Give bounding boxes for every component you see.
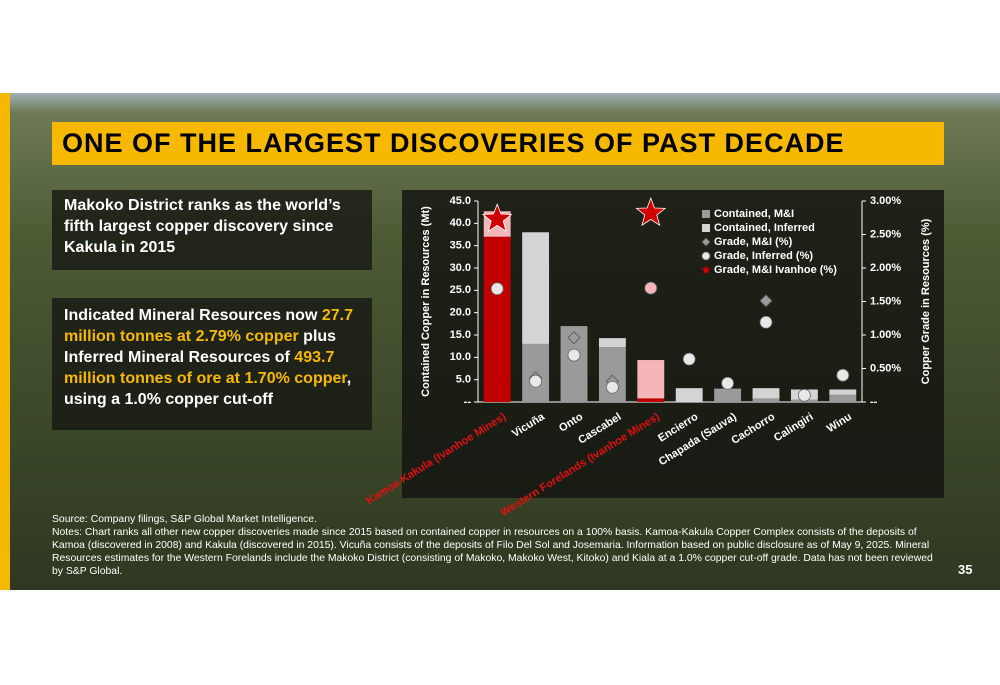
bar bbox=[752, 398, 780, 402]
accent-bar bbox=[0, 93, 10, 590]
y-tick-label: -- bbox=[464, 396, 472, 408]
grade-marker bbox=[721, 376, 734, 390]
y-axis-label: Contained Copper in Resources (Mt) bbox=[420, 206, 432, 397]
grade-marker bbox=[490, 282, 504, 296]
source: Source: Company filings, S&P Global Mark… bbox=[52, 514, 317, 525]
grade-marker bbox=[759, 315, 773, 329]
grade-marker bbox=[701, 237, 711, 247]
grade-marker bbox=[759, 294, 773, 308]
y-tick-label: 25.0 bbox=[450, 284, 471, 296]
y2-tick-label: 0.50% bbox=[870, 362, 901, 374]
y2-tick-label: -- bbox=[870, 396, 878, 408]
bar bbox=[752, 388, 780, 399]
grade-marker bbox=[682, 352, 696, 366]
y-tick-label: 10.0 bbox=[450, 351, 471, 363]
grade-marker bbox=[701, 265, 711, 274]
bar bbox=[522, 232, 550, 344]
legend-label: Grade, M&I Ivanhoe (%) bbox=[714, 264, 837, 276]
bar bbox=[714, 388, 742, 402]
highlight-text: 27.7 million tonnes at 2.79% copper bbox=[64, 307, 353, 345]
footnotes: Source: Company filings, S&P Global Mark… bbox=[52, 513, 944, 578]
y-tick-label: 5.0 bbox=[456, 374, 471, 386]
legend-label: Contained, M&I bbox=[714, 208, 794, 220]
y2-tick-label: 2.50% bbox=[870, 228, 901, 240]
grade-marker bbox=[635, 196, 667, 227]
grade-marker bbox=[529, 374, 542, 388]
grade-marker bbox=[644, 281, 658, 295]
bar bbox=[637, 398, 665, 402]
page-number: 35 bbox=[958, 562, 973, 577]
resource-text: Indicated Mineral Resources now 27.7 mil… bbox=[52, 298, 372, 430]
grade-marker bbox=[606, 380, 619, 394]
y-tick-label: 20.0 bbox=[450, 307, 471, 319]
y2-axis-label: Copper Grade in Resources (%) bbox=[920, 218, 932, 384]
bar bbox=[829, 389, 857, 395]
legend-swatch bbox=[702, 210, 710, 218]
y2-tick-label: 1.00% bbox=[870, 329, 901, 341]
highlight-text: 493.7 million tonnes of ore at 1.70% cop… bbox=[64, 349, 347, 387]
bar bbox=[598, 338, 626, 348]
y-tick-label: 15.0 bbox=[450, 329, 471, 341]
y-tick-label: 40.0 bbox=[450, 217, 471, 229]
grade-marker bbox=[701, 251, 711, 261]
grade-marker bbox=[567, 331, 581, 345]
bar bbox=[829, 394, 857, 402]
text: Indicated Mineral Resources now bbox=[64, 307, 322, 324]
y-tick-label: 35.0 bbox=[450, 240, 471, 252]
y2-tick-label: 1.50% bbox=[870, 295, 901, 307]
slide-title: ONE OF THE LARGEST DISCOVERIES OF PAST D… bbox=[52, 122, 944, 165]
notes: Notes: Chart ranks all other new copper … bbox=[52, 527, 933, 577]
bar bbox=[675, 388, 703, 402]
bar bbox=[637, 360, 665, 399]
legend-label: Grade, Inferred (%) bbox=[714, 250, 813, 262]
legend-swatch bbox=[702, 224, 710, 232]
grade-marker bbox=[481, 202, 513, 233]
y2-tick-label: 2.00% bbox=[870, 262, 901, 274]
y2-tick-label: 3.00% bbox=[870, 195, 901, 207]
y-tick-label: 30.0 bbox=[450, 262, 471, 274]
grade-marker bbox=[567, 348, 581, 362]
legend-label: Grade, M&I (%) bbox=[714, 236, 793, 248]
bar bbox=[483, 236, 511, 402]
grade-marker bbox=[798, 388, 811, 402]
summary-text: Makoko District ranks as the world’s fif… bbox=[52, 190, 372, 270]
grade-marker bbox=[836, 368, 850, 382]
legend-label: Contained, Inferred bbox=[714, 222, 815, 234]
y-tick-label: 45.0 bbox=[450, 195, 471, 207]
bar bbox=[598, 347, 626, 402]
text: , using a 1.0% copper cut-off bbox=[64, 370, 352, 408]
text: plus Inferred Mineral Resources of bbox=[64, 328, 337, 366]
